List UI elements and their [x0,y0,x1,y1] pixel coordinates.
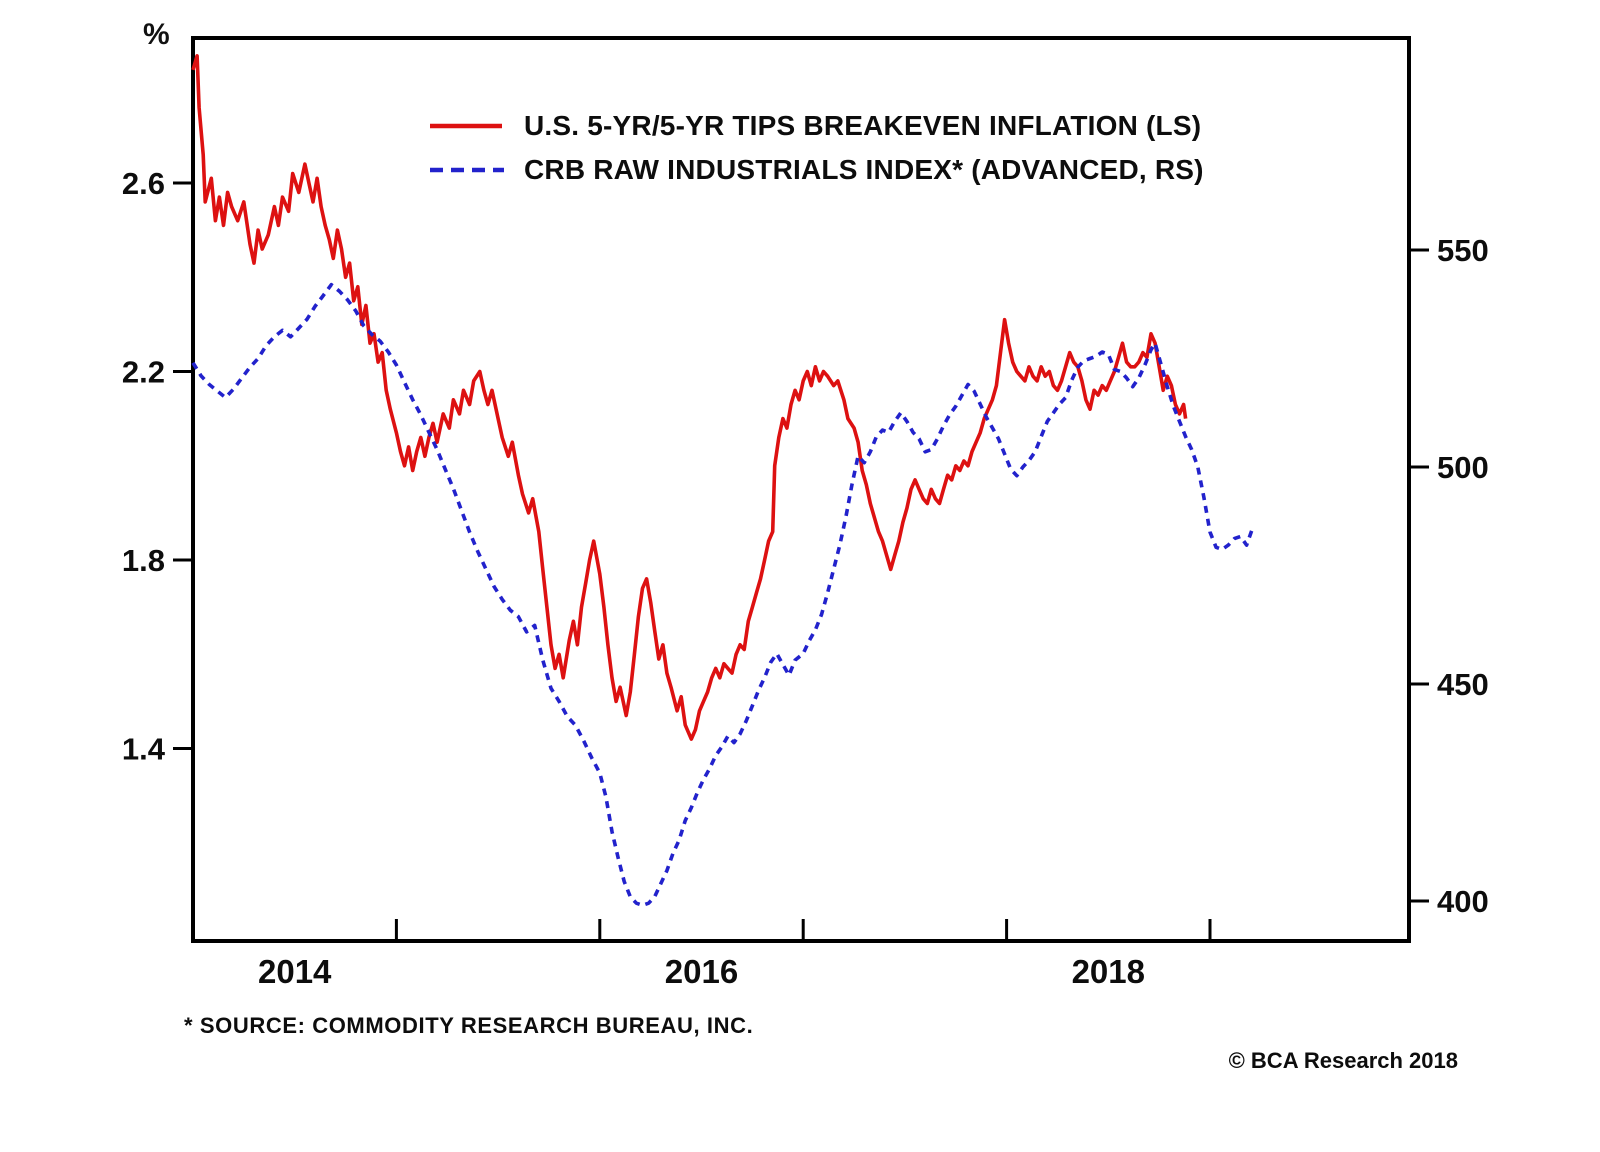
left-axis-tick-label: 2.6 [122,166,165,201]
plot-border [191,36,1411,943]
right-axis-tick-label: 400 [1437,884,1489,919]
red-solid-line-swatch [430,123,502,129]
right-axis-tick-label: 500 [1437,450,1489,485]
left-axis-tick-label: 1.4 [122,732,166,767]
x-axis-year-label: 2018 [1072,953,1145,990]
tips-breakeven-line [191,53,1188,741]
x-axis-year-label: 2014 [258,953,332,990]
legend-item-crb: CRB RAW INDUSTRIALS INDEX* (ADVANCED, RS… [428,148,1204,192]
legend-label-tips: U.S. 5-YR/5-YR TIPS BREAKEVEN INFLATION … [524,110,1202,141]
legend: U.S. 5-YR/5-YR TIPS BREAKEVEN INFLATION … [428,104,1204,192]
copyright-note: © BCA Research 2018 [1228,1048,1458,1073]
legend-label-crb: CRB RAW INDUSTRIALS INDEX* (ADVANCED, RS… [524,154,1204,185]
source-note: * SOURCE: COMMODITY RESEARCH BUREAU, INC… [184,1013,754,1038]
right-axis-tick-label: 550 [1437,233,1489,268]
left-axis-unit-label: % [143,18,170,51]
right-axis-tick-label: 450 [1437,667,1489,702]
crb-index-line [191,282,1255,908]
x-axis-year-label: 2016 [665,953,738,990]
left-axis-tick-label: 2.2 [122,355,165,390]
legend-item-tips: U.S. 5-YR/5-YR TIPS BREAKEVEN INFLATION … [428,104,1204,148]
left-axis-tick-label: 1.8 [122,543,165,578]
blue-dashed-line-swatch [430,167,504,173]
